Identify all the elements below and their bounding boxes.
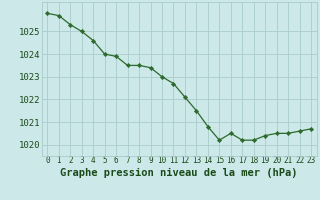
X-axis label: Graphe pression niveau de la mer (hPa): Graphe pression niveau de la mer (hPa) (60, 168, 298, 178)
